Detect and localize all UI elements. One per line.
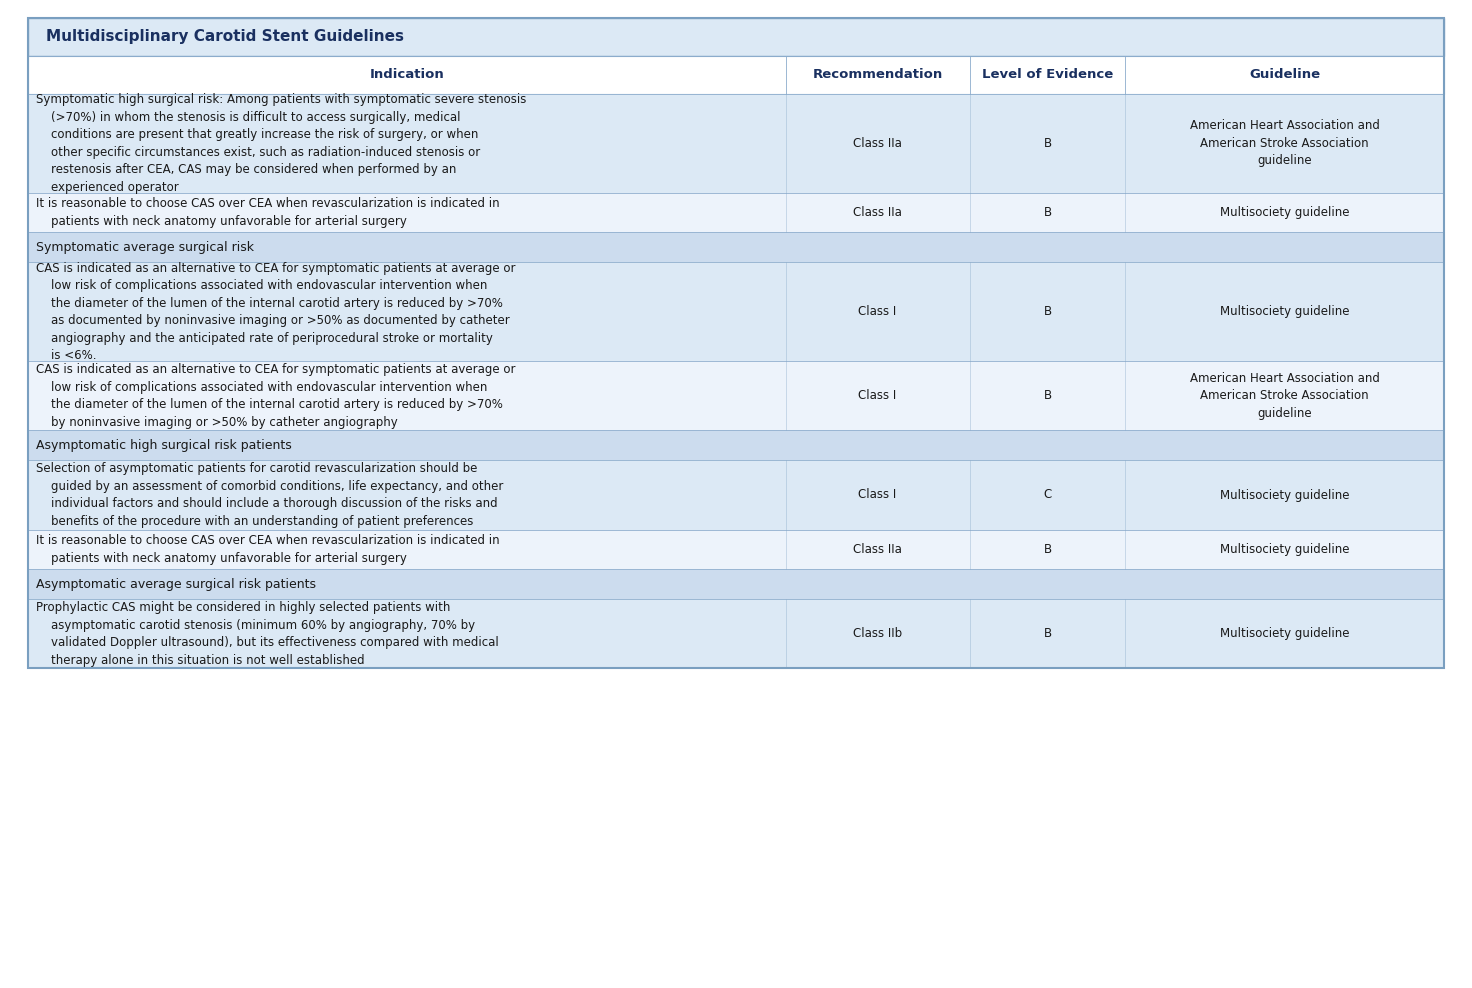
Text: Level of Evidence: Level of Evidence (982, 68, 1113, 81)
Bar (28, 56, 1444, 94)
Text: American Heart Association and
American Stroke Association
guideline: American Heart Association and American … (1189, 120, 1379, 167)
Text: B: B (1044, 305, 1051, 318)
Bar (28, 193, 1444, 232)
Text: B: B (1044, 542, 1051, 556)
Text: Class IIb: Class IIb (854, 627, 902, 640)
Bar (28, 530, 1444, 569)
Text: Symptomatic high surgical risk: Among patients with symptomatic severe stenosis
: Symptomatic high surgical risk: Among pa… (35, 93, 527, 194)
Bar (28, 599, 1444, 669)
Text: Class IIa: Class IIa (854, 137, 902, 150)
Bar (28, 18, 1444, 56)
Text: American Heart Association and
American Stroke Association
guideline: American Heart Association and American … (1189, 371, 1379, 420)
Text: It is reasonable to choose CAS over CEA when revascularization is indicated in
 : It is reasonable to choose CAS over CEA … (35, 198, 499, 228)
Text: Multisociety guideline: Multisociety guideline (1220, 627, 1350, 640)
Text: Recommendation: Recommendation (813, 68, 942, 81)
Text: CAS is indicated as an alternative to CEA for symptomatic patients at average or: CAS is indicated as an alternative to CE… (35, 262, 515, 362)
Text: Guideline: Guideline (1250, 68, 1320, 81)
Bar (28, 569, 1444, 599)
Text: CAS is indicated as an alternative to CEA for symptomatic patients at average or: CAS is indicated as an alternative to CE… (35, 363, 515, 429)
Text: It is reasonable to choose CAS over CEA when revascularization is indicated in
 : It is reasonable to choose CAS over CEA … (35, 535, 499, 565)
Text: C: C (1044, 488, 1051, 502)
Text: B: B (1044, 206, 1051, 219)
Bar (28, 94, 1444, 193)
Text: B: B (1044, 389, 1051, 402)
Text: Class I: Class I (858, 389, 896, 402)
Text: Indication: Indication (369, 68, 445, 81)
Text: Multisociety guideline: Multisociety guideline (1220, 305, 1350, 318)
Text: Class I: Class I (858, 305, 896, 318)
Text: Class IIa: Class IIa (854, 542, 902, 556)
Text: Prophylactic CAS might be considered in highly selected patients with
    asympt: Prophylactic CAS might be considered in … (35, 601, 499, 667)
Bar (28, 431, 1444, 460)
Text: Symptomatic average surgical risk: Symptomatic average surgical risk (35, 241, 255, 254)
Text: Selection of asymptomatic patients for carotid revascularization should be
    g: Selection of asymptomatic patients for c… (35, 462, 503, 528)
Text: Asymptomatic high surgical risk patients: Asymptomatic high surgical risk patients (35, 439, 291, 452)
Text: Multisociety guideline: Multisociety guideline (1220, 206, 1350, 219)
Text: B: B (1044, 627, 1051, 640)
Bar (28, 263, 1444, 362)
Text: B: B (1044, 137, 1051, 150)
Bar (28, 232, 1444, 263)
Text: Asymptomatic average surgical risk patients: Asymptomatic average surgical risk patie… (35, 578, 316, 591)
Bar (28, 460, 1444, 530)
Text: Multisociety guideline: Multisociety guideline (1220, 542, 1350, 556)
Bar (28, 362, 1444, 431)
Text: Class IIa: Class IIa (854, 206, 902, 219)
Text: Multisociety guideline: Multisociety guideline (1220, 488, 1350, 502)
Bar (28, 18, 1444, 669)
Text: Multidisciplinary Carotid Stent Guidelines: Multidisciplinary Carotid Stent Guidelin… (46, 30, 403, 44)
Text: Class I: Class I (858, 488, 896, 502)
